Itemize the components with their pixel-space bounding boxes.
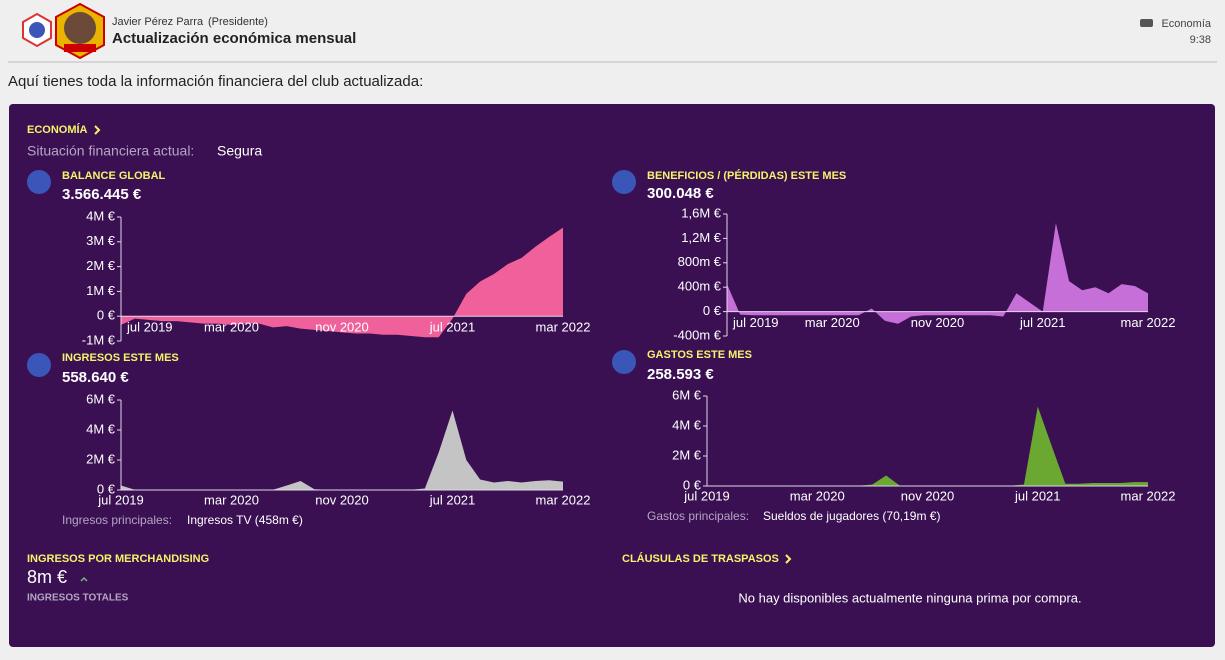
chart-value: 3.566.445 € — [62, 186, 142, 203]
x-tick-label: jul 2021 — [1014, 488, 1061, 503]
y-tick-label: 800m € — [678, 254, 722, 269]
section-title[interactable]: ECONOMÍA — [27, 123, 88, 136]
merch-value: 8m € — [27, 567, 67, 587]
x-tick-label: mar 2020 — [790, 488, 845, 503]
chart-icon — [612, 350, 636, 374]
y-tick-label: 4M € — [86, 421, 116, 436]
time: 9:38 — [1190, 34, 1211, 46]
category-icon — [1140, 19, 1153, 27]
y-tick-label: 4M € — [672, 417, 702, 432]
finance-panel — [9, 104, 1215, 647]
y-tick-label: 6M € — [86, 391, 116, 406]
chart-icon — [27, 353, 51, 377]
merch-caption: INGRESOS TOTALES — [27, 593, 129, 604]
x-tick-label: mar 2022 — [536, 492, 591, 507]
chart-icon — [27, 170, 51, 194]
y-tick-label: 1M € — [86, 283, 116, 298]
trend-up — [80, 576, 88, 582]
y-tick-label: 0 € — [703, 303, 722, 318]
x-tick-label: mar 2020 — [204, 320, 259, 335]
x-tick-label: mar 2022 — [1121, 315, 1176, 330]
chart-title: BALANCE GLOBAL — [62, 170, 166, 182]
message-title: Actualización económica mensual — [112, 30, 356, 47]
y-tick-label: 1,2M € — [681, 230, 722, 245]
chart-title: GASTOS ESTE MES — [647, 349, 752, 361]
y-tick-label: 3M € — [86, 233, 116, 248]
note-value: Ingresos TV (458m €) — [187, 513, 303, 527]
x-tick-label: jul 2021 — [429, 492, 476, 507]
chart-value: 300.048 € — [647, 185, 714, 202]
chart-icon — [612, 170, 636, 194]
club-badge — [22, 12, 52, 48]
chevron — [785, 554, 792, 564]
status-value: Segura — [217, 143, 262, 159]
x-tick-label: jul 2021 — [1019, 315, 1066, 330]
x-tick-label: jul 2019 — [732, 315, 779, 330]
sender-role: (Presidente) — [208, 16, 268, 28]
chevron — [94, 125, 101, 135]
chart-value: 558.640 € — [62, 369, 129, 386]
x-tick-label: mar 2022 — [536, 320, 591, 335]
y-tick-label: 2M € — [86, 451, 116, 466]
x-tick-label: nov 2020 — [315, 492, 369, 507]
avatar[interactable] — [55, 2, 105, 60]
area — [707, 406, 1148, 486]
x-tick-label: jul 2019 — [97, 492, 144, 507]
x-tick-label: mar 2022 — [1121, 488, 1176, 503]
x-tick-label: mar 2020 — [805, 315, 860, 330]
y-tick-label: 2M € — [86, 258, 116, 273]
y-tick-label: 400m € — [678, 279, 722, 294]
y-tick-label: 1,6M € — [681, 205, 722, 220]
y-tick-label: -400m € — [673, 327, 721, 342]
note-label: Gastos principales: — [647, 509, 749, 523]
chart-title: INGRESOS ESTE MES — [62, 352, 179, 364]
x-tick-label: nov 2020 — [901, 488, 955, 503]
x-tick-label: jul 2021 — [429, 320, 476, 335]
status-label: Situación financiera actual: — [27, 143, 194, 159]
y-tick-label: 0 € — [97, 481, 116, 496]
charts: BALANCE GLOBAL 3.566.445 € -1M € 0 € 1M € 2M … — [27, 169, 1175, 527]
sender: Javier Pérez Parra — [112, 16, 204, 28]
x-tick-label: jul 2019 — [683, 488, 730, 503]
x-tick-label: nov 2020 — [911, 315, 965, 330]
area — [727, 223, 1148, 324]
transfers-message: No hay disponibles actualmente ninguna p… — [738, 590, 1081, 605]
merch-title: INGRESOS POR MERCHANDISING — [27, 553, 209, 565]
chart-title: BENEFICIOS / (PÉRDIDAS) ESTE MES — [647, 169, 846, 182]
x-tick-label: mar 2020 — [204, 492, 259, 507]
x-tick-label: nov 2020 — [315, 320, 369, 335]
area — [121, 410, 563, 490]
note-label: Ingresos principales: — [62, 513, 172, 527]
intro: Aquí tienes toda la información financie… — [8, 73, 423, 90]
y-tick-label: 4M € — [86, 208, 116, 223]
y-tick-label: 0 € — [683, 477, 702, 492]
y-tick-label: 2M € — [672, 447, 702, 462]
transfers-title[interactable]: CLÁUSULAS DE TRASPASOS — [622, 552, 779, 565]
chart-value: 258.593 € — [647, 366, 714, 383]
y-tick-label: 6M € — [672, 387, 702, 402]
y-tick-label: 0 € — [97, 308, 116, 323]
y-tick-label: -1M € — [82, 332, 116, 347]
category: Economía — [1161, 18, 1211, 30]
note-value: Sueldos de jugadores (70,19m €) — [763, 509, 940, 523]
x-tick-label: jul 2019 — [126, 320, 173, 335]
